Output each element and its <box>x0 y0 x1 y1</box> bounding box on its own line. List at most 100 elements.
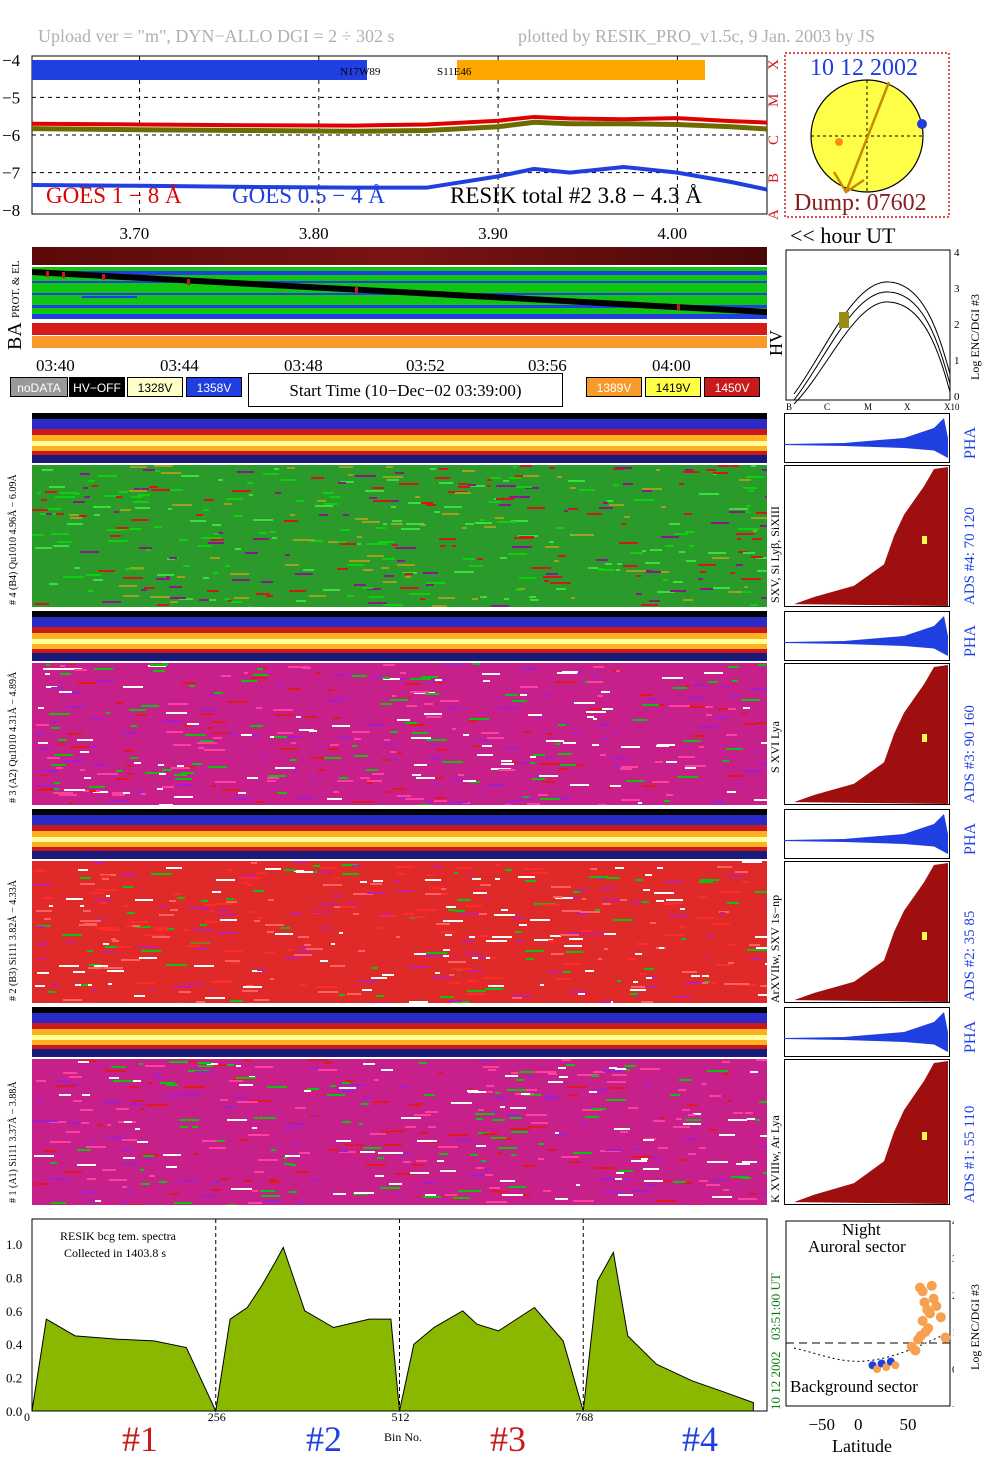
spectrogram-pixel <box>360 881 367 883</box>
spectrogram-pixel <box>67 523 83 525</box>
spectrogram-pixel <box>587 716 594 718</box>
spectrogram-pixel <box>644 1180 663 1182</box>
spectrogram-pixel <box>270 736 275 738</box>
spectrogram-pixel <box>49 713 70 715</box>
pha-spectrogram <box>32 809 767 859</box>
spectrogram-pixel <box>178 1180 197 1182</box>
pha-histogram <box>784 1007 950 1057</box>
spectrogram-pixel <box>117 946 131 948</box>
spectrogram-pixel <box>346 1080 354 1082</box>
spectrogram-pixel <box>221 675 231 677</box>
spectrogram-pixel <box>742 770 763 772</box>
spectrogram-pixel <box>47 757 60 759</box>
spectrogram-pixel <box>94 514 100 516</box>
spectrogram-pixel <box>713 472 728 474</box>
time-tick-label: 03:48 <box>284 356 323 375</box>
spectrogram-pixel <box>277 683 284 685</box>
spectrogram-pixel <box>120 509 131 511</box>
spectrogram-pixel <box>440 700 459 702</box>
spectrogram-pixel <box>382 558 395 560</box>
spectrogram-pixel <box>607 500 613 502</box>
spectrogram-pixel <box>611 757 629 759</box>
spectrogram-pixel <box>201 900 208 902</box>
spectrogram-pixel <box>46 508 61 510</box>
spectrogram-pixel <box>557 476 562 478</box>
spectrogram-pixel <box>399 483 419 485</box>
spectrogram-pixel <box>318 1069 337 1071</box>
spectrogram-pixel <box>87 1199 95 1201</box>
spectrogram-pixel <box>448 961 466 963</box>
spectrogram-pixel <box>137 1141 148 1143</box>
spectrogram-pixel <box>122 1139 137 1141</box>
spectrogram-pixel <box>352 675 367 677</box>
spectrogram-pixel <box>266 595 273 597</box>
flare-class-letter: A <box>766 209 782 221</box>
spectrogram-pixel <box>340 529 350 531</box>
spectrogram-pixel <box>749 944 760 946</box>
spectrogram-pixel <box>39 1120 58 1122</box>
spectrogram-pixel <box>702 982 708 984</box>
spectrogram-pixel <box>174 774 187 776</box>
spectrogram-pixel <box>330 744 339 746</box>
spectrogram-pixel <box>203 509 209 511</box>
spectrogram-pixel <box>68 802 72 804</box>
spectrogram-pixel <box>757 570 767 572</box>
spectrogram-pixel <box>511 1154 516 1156</box>
spectrogram-pixel <box>532 778 545 780</box>
spectrogram-pixel <box>650 922 656 924</box>
spectrogram-pixel <box>397 890 412 892</box>
spectrogram-pixel <box>488 1069 496 1071</box>
spectrogram-pixel <box>36 943 48 945</box>
spectrogram-pixel <box>141 950 161 952</box>
spectrogram-pixel <box>458 483 468 485</box>
spectrogram-pixel <box>669 915 688 917</box>
spectrogram-pixel <box>346 902 358 904</box>
spectrogram-pixel <box>159 804 173 805</box>
orbit-ytick: 2 <box>952 1290 954 1302</box>
spectrogram-pixel <box>213 572 218 574</box>
spectrogram-pixel <box>397 564 415 566</box>
spectrogram-pixel <box>327 748 338 750</box>
spectrogram-pixel <box>529 596 536 598</box>
spectrogram-pixel <box>382 1131 389 1133</box>
spectrogram-pixel <box>664 934 684 936</box>
spectrogram-pixel <box>358 980 377 982</box>
spectrogram-pixel <box>357 536 362 538</box>
spectrogram-pixel <box>333 895 341 897</box>
spectrogram-pixel <box>609 1067 617 1069</box>
spectrogram-pixel <box>683 740 701 742</box>
spectrogram-pixel <box>730 572 735 574</box>
spectrogram-pixel <box>396 1194 403 1196</box>
spectrogram-pixel <box>275 492 281 494</box>
spectrogram-pixel <box>440 545 446 547</box>
spectrogram-pixel <box>448 1134 468 1136</box>
spectrogram-pixel <box>133 501 149 503</box>
spectrogram-pixel <box>597 568 605 570</box>
spectrogram-pixel <box>263 473 279 475</box>
spectrogram-pixel <box>395 547 416 549</box>
spectrogram-pixel <box>157 788 163 790</box>
spectrogram-pixel <box>615 467 632 469</box>
spectrogram-pixel <box>248 1202 262 1204</box>
spectrogram-pixel <box>558 1067 566 1069</box>
spectrogram-pixel <box>339 932 343 934</box>
spectrogram-pixel <box>496 485 516 487</box>
spectrogram-pixel <box>558 555 566 557</box>
spectrogram-pixel <box>664 881 684 883</box>
spectrogram-pixel <box>83 910 91 912</box>
spectrogram-pixel <box>296 871 314 873</box>
spectrogram-pixel <box>476 1167 484 1169</box>
spectrogram-pixel <box>154 465 173 467</box>
spectrogram-pixel <box>313 865 320 867</box>
spectrogram-pixel <box>693 684 706 686</box>
spectrogram-pixel <box>548 1149 556 1151</box>
spectrogram-pixel <box>480 884 491 886</box>
orbit-point <box>935 1312 946 1323</box>
spectrogram-pixel <box>546 757 553 759</box>
spectrogram-pixel <box>203 577 209 579</box>
spectrogram-pixel <box>751 958 762 960</box>
spectrogram-pixel <box>736 1163 750 1165</box>
spectrogram-pixel <box>318 769 325 771</box>
spectrogram-pixel <box>434 511 440 513</box>
spectrogram-pixel <box>727 708 736 710</box>
